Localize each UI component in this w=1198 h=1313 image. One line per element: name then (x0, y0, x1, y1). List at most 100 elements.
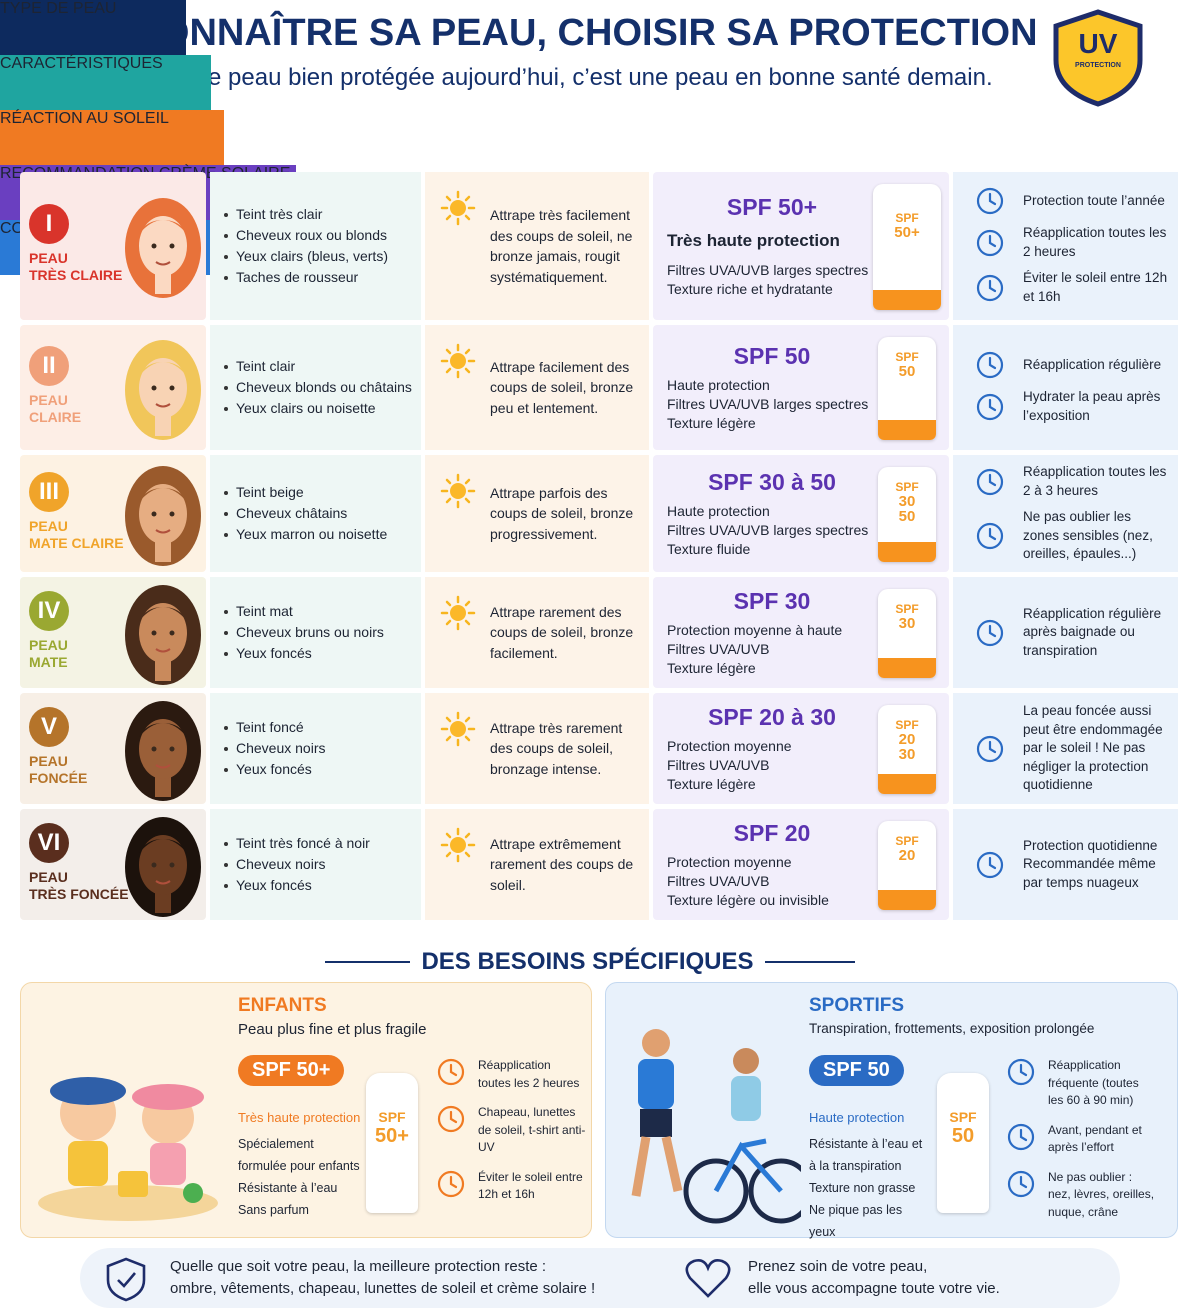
sun-icon-part (450, 200, 466, 216)
face-part (139, 220, 187, 234)
sport-illustration-part (683, 1158, 749, 1224)
card-title: SPORTIFS (809, 995, 905, 1016)
face-part (169, 385, 175, 390)
type-label: PEAU (29, 752, 68, 769)
type-numeral: IV (29, 590, 69, 631)
sport-illustration-part (640, 1109, 672, 1137)
tube-label: 50+ (894, 224, 920, 241)
tip-text: Hydrater la peau après l’exposition (1023, 389, 1161, 423)
sun-icon-part (445, 851, 452, 858)
tip: Réapplication régulière (975, 350, 1170, 380)
tip-text: Réapplication toutes les 2 heures (478, 1058, 580, 1090)
tube: SPF 30 (878, 589, 936, 678)
face-part (151, 630, 157, 635)
detail: Filtres UVA/UVB larges spectres (667, 395, 869, 412)
spf-pill: SPF 50 (809, 1055, 904, 1086)
tip: Protection quotidienne Recommandée même … (975, 837, 1170, 893)
tube-label: SPF (895, 480, 919, 494)
sun-icon-part (445, 735, 452, 742)
reaction-cell: Attrape très rarement des coups de solei… (425, 693, 649, 804)
tube: SPF 20 (878, 821, 936, 910)
type-label: PEAU (29, 868, 68, 885)
face-part (151, 243, 157, 249)
tip-icon-part (437, 1105, 465, 1133)
type-label: MATE CLAIRE (29, 534, 124, 551)
tube: SPF 20 30 (878, 705, 936, 794)
spf-title: SPF 30 à 50 (708, 468, 836, 495)
characteristic: Cheveux noirs (222, 738, 421, 759)
type-cell: IV PEAU MATE (20, 577, 206, 688)
sun-icon (440, 595, 476, 631)
sun-icon-part (464, 600, 471, 607)
kids-illustration-part (68, 1141, 108, 1186)
tube-label: SPF (378, 1109, 406, 1125)
tip: Réapplication toutes les 2 heures (975, 224, 1170, 261)
type-cell: II PEAU CLAIRE (20, 325, 206, 450)
tip-icon (976, 851, 1004, 878)
footer-line: ombre, vêtements, chapeau, lunettes de s… (170, 1280, 596, 1297)
spf-title: SPF 50 (733, 342, 811, 369)
tube: SPF 50 (878, 337, 936, 440)
face-part (139, 602, 187, 663)
face-part (139, 487, 187, 502)
tip-text: La peau foncée aussi peut être endommagé… (1023, 703, 1163, 793)
tip-icon (976, 274, 1004, 301)
reaction-text: Attrape très rarement des coups de solei… (490, 719, 623, 777)
tip-text: Réapplication fréquente (toutes les 60 à… (1048, 1058, 1139, 1107)
tip-icon (1007, 1123, 1035, 1150)
detail: Texture légère (667, 775, 756, 792)
sun-icon-part (445, 716, 452, 723)
tip-icon (976, 619, 1004, 646)
tip-icon-part (988, 527, 997, 541)
tip-text: Réapplication régulière après baignade o… (1023, 605, 1162, 658)
face (125, 700, 201, 801)
tube-label: SPF (895, 718, 919, 732)
spf-title: SPF 20 à 30 (708, 703, 836, 730)
card-tube: SPF 50+ (366, 1073, 418, 1213)
face-part (151, 746, 157, 751)
recommendation-text: SPF 20 Protection moyenne Filtres UVA/UVB T… (667, 809, 877, 920)
tip-text: Protection quotidienne Recommandée même … (1023, 837, 1158, 890)
tip-text: Protection toute l’année (1023, 192, 1165, 208)
reaction-text: Attrape extrêmement rarement des coups d… (490, 835, 634, 893)
spf-title: SPF 30 (733, 587, 811, 614)
recommendation-text: SPF 30 Protection moyenne à haute Filtres … (667, 577, 877, 688)
reaction-text: Attrape très facilement des coups de sol… (490, 207, 633, 285)
type-cell: VI PEAU TRÈS FONCÉE (20, 809, 206, 920)
face-part (169, 746, 175, 751)
type-label: TRÈS CLAIRE (29, 267, 123, 283)
type-label: PEAU (29, 636, 68, 653)
face-part (139, 722, 187, 737)
subtitle: Une peau bien protégée aujourd’hui, c’es… (177, 64, 993, 91)
tips-cell: La peau foncée aussi peut être endommagé… (953, 693, 1178, 804)
sport-illustration (631, 1029, 801, 1224)
detail: Texture légère (667, 659, 756, 676)
tips-cell: Réapplication régulière Hydrater la peau … (953, 325, 1178, 450)
tube-label: 30 (898, 615, 916, 632)
sun-icon-part (440, 343, 476, 379)
recommendation-cell: SPF 30 à 50 Haute protection Filtres UVA/U… (653, 455, 949, 572)
kids-illustration-part (183, 1183, 203, 1203)
shield-icon-part (117, 1272, 136, 1288)
recommendation-text: SPF 50 Haute protection Filtres UVA/UVB la… (667, 325, 877, 450)
spf-title: SPF 50+ (726, 193, 818, 220)
tube: SPF 50+ (873, 184, 941, 310)
heart-icon-part (685, 1259, 731, 1298)
card-tube: SPF 50 (937, 1073, 989, 1213)
need-card: ENFANTS Peau plus fine et plus fragile SPF… (20, 982, 592, 1238)
face (125, 816, 201, 917)
tip-text: Avant, pendant et après l’effort (1048, 1122, 1142, 1155)
sun-icon-part (464, 214, 471, 221)
type-numeral: VI (29, 822, 69, 863)
recommendation-cell: SPF 20 à 30 Protection moyenne Filtres UVA… (653, 693, 949, 804)
face-part (169, 511, 175, 516)
shield-icon (106, 1257, 146, 1302)
card-detail: Résistante à l’eau (238, 1181, 338, 1195)
tips-cell: Réapplication régulière après baignade o… (953, 577, 1178, 688)
kids-illustration-part (150, 1143, 186, 1185)
card-tip: Avant, pendant et après l’effort (1006, 1122, 1156, 1157)
face-part (139, 357, 187, 418)
tube-label: 50 (951, 1125, 975, 1147)
characteristic: Yeux clairs ou noisette (222, 398, 421, 419)
sun-icon (440, 827, 476, 863)
